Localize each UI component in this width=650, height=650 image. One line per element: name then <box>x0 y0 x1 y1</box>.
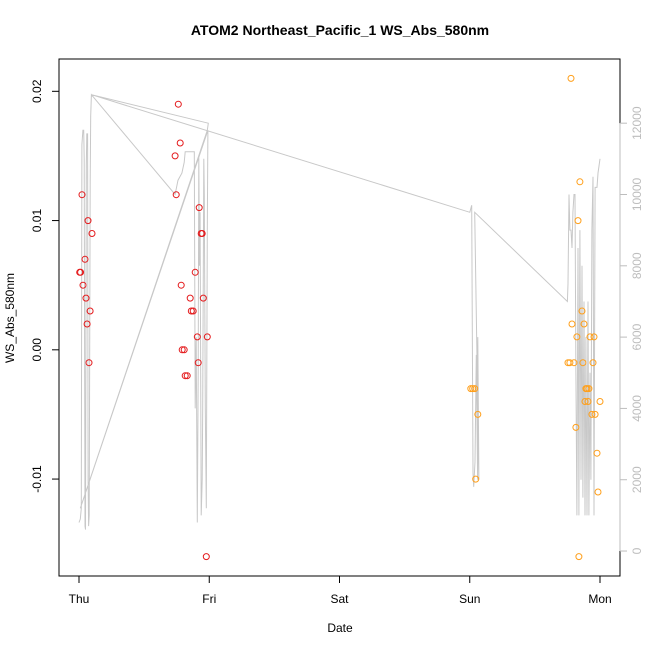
data-point-red <box>176 139 184 147</box>
data-point-red <box>81 255 89 263</box>
data-point-orange <box>474 410 482 418</box>
y2-tick-label: 10000 <box>630 177 644 211</box>
data-point-red <box>198 230 206 237</box>
data-point-red <box>83 320 91 328</box>
x-tick-label: Fri <box>202 592 216 606</box>
altitude-line <box>78 93 601 530</box>
data-point-red <box>181 372 189 380</box>
data-point-red <box>85 359 93 367</box>
data-point-orange <box>586 333 594 341</box>
y2-tick-label: 12000 <box>630 106 644 140</box>
data-point-red <box>194 359 202 367</box>
data-point-orange <box>575 553 583 561</box>
data-point-orange <box>472 475 480 483</box>
data-point-red <box>88 230 96 237</box>
data-point-orange <box>567 74 575 82</box>
data-point-orange <box>578 307 586 315</box>
data-point-red <box>195 204 203 212</box>
data-point-orange <box>588 410 596 418</box>
data-point-red <box>177 281 185 289</box>
data-point-red <box>174 100 182 108</box>
y-axis-label: WS_Abs_580nm <box>3 273 17 363</box>
data-point-orange <box>584 398 592 405</box>
y2-tick-label: 4000 <box>630 395 644 422</box>
data-point-orange <box>590 333 598 341</box>
data-point-orange <box>576 178 584 186</box>
data-point-orange <box>467 385 475 393</box>
data-point-orange <box>581 398 589 405</box>
data-point-red <box>193 333 201 341</box>
data-point-orange <box>585 385 593 393</box>
data-point-orange <box>572 423 580 431</box>
chart-title: ATOM2 Northeast_Pacific_1 WS_Abs_580nm <box>191 22 489 38</box>
data-point-orange <box>589 359 597 367</box>
data-point-red <box>191 268 199 276</box>
data-point-red <box>186 294 194 302</box>
points-layer <box>76 74 604 561</box>
data-point-orange <box>471 385 479 393</box>
y-tick-label: 0.00 <box>30 338 44 362</box>
data-point-red <box>82 294 90 302</box>
data-point-red <box>189 307 197 315</box>
data-point-orange <box>469 385 477 393</box>
data-point-red <box>187 307 195 315</box>
data-point-red <box>171 152 179 160</box>
data-point-red <box>178 346 186 354</box>
data-point-orange <box>568 320 576 328</box>
y2-tick-label: 0 <box>630 547 644 554</box>
data-point-orange <box>591 410 599 418</box>
data-point-orange <box>583 385 591 393</box>
altitude-layer <box>78 93 601 530</box>
data-point-orange <box>596 398 604 405</box>
data-point-red <box>77 268 85 276</box>
data-point-red <box>78 191 86 199</box>
y2-tick-label: 8000 <box>630 252 644 279</box>
data-point-orange <box>593 449 601 457</box>
data-point-red <box>172 191 180 199</box>
data-point-red <box>202 553 210 561</box>
x-tick-label: Thu <box>69 592 90 606</box>
data-point-red <box>86 307 94 315</box>
x-tick-label: Sat <box>330 592 349 606</box>
x-axis-label: Date <box>327 621 353 635</box>
data-point-red <box>84 217 92 225</box>
data-point-orange <box>580 320 588 328</box>
data-point-orange <box>566 359 574 367</box>
x-tick-label: Mon <box>588 592 611 606</box>
data-point-orange <box>573 333 581 341</box>
y-tick-label: 0.02 <box>30 79 44 103</box>
data-point-orange <box>579 359 587 367</box>
data-point-orange <box>574 217 582 225</box>
data-point-red <box>203 333 211 341</box>
y2-tick-label: 6000 <box>630 323 644 350</box>
x-tick-label: Sun <box>459 592 480 606</box>
data-point-red <box>199 294 207 302</box>
data-point-orange <box>570 359 578 367</box>
y2-tick-label: 2000 <box>630 466 644 493</box>
data-point-red <box>183 372 191 380</box>
data-point-red <box>79 281 87 289</box>
y-tick-label: -0.01 <box>30 465 44 493</box>
y-tick-label: 0.01 <box>30 209 44 233</box>
data-point-red <box>180 346 188 354</box>
axes-layer: Thu Fri Sat Sun Mon -0.01 0.00 0.01 0.02 0 2000 400… <box>30 58 644 606</box>
data-point-orange <box>594 488 602 496</box>
